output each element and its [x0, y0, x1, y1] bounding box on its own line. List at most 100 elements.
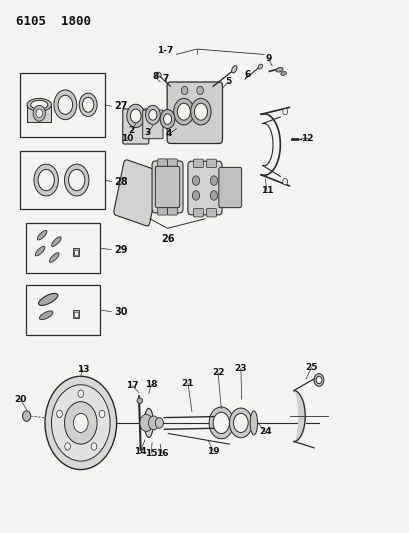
Text: 9: 9 [265, 54, 271, 62]
FancyBboxPatch shape [206, 208, 216, 217]
FancyBboxPatch shape [206, 159, 216, 167]
Text: 1-7: 1-7 [157, 46, 173, 55]
Text: 15: 15 [145, 449, 157, 458]
Circle shape [148, 110, 157, 120]
Text: 2: 2 [128, 126, 135, 135]
Circle shape [33, 106, 45, 121]
Ellipse shape [144, 408, 153, 438]
Text: 18: 18 [145, 379, 157, 389]
Ellipse shape [39, 311, 53, 320]
FancyBboxPatch shape [187, 161, 222, 215]
Text: 12: 12 [301, 134, 313, 143]
Circle shape [177, 103, 190, 120]
Bar [20, 151, 105, 209]
Circle shape [192, 191, 199, 200]
Text: 23: 23 [234, 364, 247, 373]
Text: 6105  1800: 6105 1800 [16, 14, 90, 28]
Circle shape [126, 104, 144, 127]
Ellipse shape [38, 293, 58, 305]
Ellipse shape [249, 411, 257, 435]
Circle shape [210, 191, 217, 200]
Bar [26, 223, 100, 273]
Circle shape [56, 410, 62, 418]
Ellipse shape [35, 246, 45, 256]
Text: 6: 6 [244, 70, 250, 79]
Text: 17: 17 [126, 381, 139, 390]
Circle shape [64, 402, 97, 444]
Bar [74, 312, 78, 317]
Circle shape [73, 414, 88, 432]
Text: 24: 24 [258, 427, 271, 437]
Bar [72, 310, 79, 318]
Ellipse shape [37, 230, 47, 240]
Ellipse shape [258, 64, 262, 69]
Circle shape [99, 410, 105, 418]
FancyBboxPatch shape [193, 208, 203, 217]
Circle shape [65, 443, 70, 450]
Circle shape [181, 86, 187, 95]
FancyBboxPatch shape [218, 167, 241, 208]
Text: 20: 20 [14, 394, 26, 403]
Text: 16: 16 [155, 449, 168, 458]
Circle shape [91, 443, 97, 450]
Ellipse shape [137, 398, 142, 403]
Circle shape [45, 376, 116, 470]
Ellipse shape [52, 237, 61, 246]
Text: 8: 8 [152, 72, 158, 81]
Ellipse shape [280, 71, 286, 76]
Ellipse shape [31, 100, 48, 109]
Circle shape [282, 179, 287, 185]
Circle shape [78, 390, 83, 398]
Text: 7: 7 [162, 74, 168, 83]
Ellipse shape [275, 68, 283, 72]
FancyBboxPatch shape [167, 82, 222, 143]
Circle shape [34, 164, 58, 196]
Circle shape [315, 376, 321, 384]
Text: 19: 19 [206, 447, 219, 456]
Ellipse shape [156, 72, 161, 77]
Text: 26: 26 [160, 233, 174, 244]
Circle shape [192, 176, 199, 185]
Circle shape [145, 106, 160, 124]
Text: 29: 29 [115, 245, 128, 255]
Bar [27, 105, 52, 122]
FancyBboxPatch shape [193, 159, 203, 167]
Bar [26, 285, 100, 335]
Circle shape [209, 407, 233, 439]
Ellipse shape [49, 253, 59, 262]
Circle shape [79, 93, 97, 116]
Circle shape [38, 169, 54, 191]
Circle shape [52, 385, 110, 461]
Bar [74, 249, 78, 255]
FancyBboxPatch shape [122, 109, 148, 144]
Circle shape [160, 110, 175, 128]
Text: 13: 13 [76, 365, 89, 374]
Circle shape [313, 374, 323, 386]
FancyBboxPatch shape [155, 166, 179, 208]
Circle shape [190, 99, 211, 125]
Circle shape [196, 86, 203, 95]
Circle shape [148, 416, 159, 430]
Circle shape [54, 90, 76, 119]
Circle shape [130, 109, 141, 123]
Text: 22: 22 [211, 368, 224, 377]
Bar [72, 248, 79, 256]
Text: 27: 27 [115, 101, 128, 111]
Circle shape [155, 418, 163, 428]
Text: 4: 4 [166, 130, 172, 139]
Circle shape [229, 408, 252, 438]
FancyBboxPatch shape [142, 110, 163, 139]
Circle shape [58, 95, 72, 114]
Circle shape [68, 169, 85, 191]
Bar [20, 73, 105, 136]
Circle shape [194, 103, 207, 120]
Text: 11: 11 [260, 185, 272, 195]
Text: 30: 30 [115, 306, 128, 317]
Text: 25: 25 [305, 363, 317, 372]
Text: 28: 28 [115, 176, 128, 187]
Circle shape [173, 99, 193, 125]
FancyBboxPatch shape [157, 207, 167, 215]
FancyBboxPatch shape [167, 159, 177, 167]
Circle shape [82, 98, 94, 112]
Circle shape [210, 176, 217, 185]
